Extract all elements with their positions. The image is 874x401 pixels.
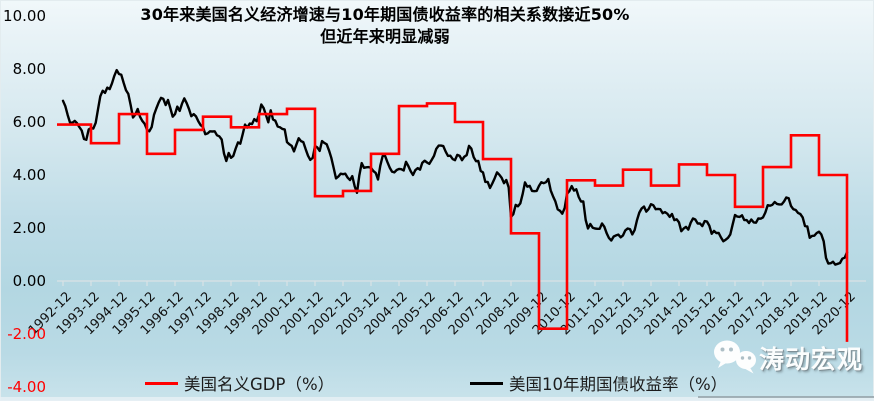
y-tick-label: 4.00 <box>13 166 46 184</box>
y-tick-label: 8.00 <box>13 60 46 78</box>
y-tick-label: 2.00 <box>13 219 46 237</box>
chart-title-line2: 但近年来明显减弱 <box>320 27 450 46</box>
chart-title: 30年来美国名义经济增速与10年期国债收益率的相关系数接近50% 但近年来明显减… <box>55 4 715 48</box>
legend-label: 美国名义GDP（%） <box>184 375 335 394</box>
series-10y-treasury-line <box>61 68 849 266</box>
watermark: 涛动宏观 <box>713 338 873 378</box>
series-nominal-gdp-step-line <box>57 102 849 342</box>
y-tick-label: -4.00 <box>7 378 46 396</box>
legend-item-nominal-gdp: 美国名义GDP（%） <box>145 373 335 394</box>
bottom-right-divider-line <box>698 396 874 398</box>
y-tick-label: 0.00 <box>13 272 46 290</box>
y-tick-label: 6.00 <box>13 113 46 131</box>
bottom-edge-strip <box>0 397 874 401</box>
wechat-icon <box>714 340 756 374</box>
y-tick-label: 10.00 <box>3 7 46 25</box>
legend-swatch-black-line <box>470 381 503 385</box>
legend-item-10y-treasury: 美国10年期国债收益率（%） <box>470 373 728 394</box>
legend-label: 美国10年期国债收益率（%） <box>509 375 728 394</box>
legend-swatch-red-line <box>145 381 178 385</box>
y-tick-label: -2.00 <box>7 325 46 343</box>
watermark-text: 涛动宏观 <box>759 345 864 374</box>
chart-title-line1: 30年来美国名义经济增速与10年期国债收益率的相关系数接近50% <box>140 5 630 24</box>
